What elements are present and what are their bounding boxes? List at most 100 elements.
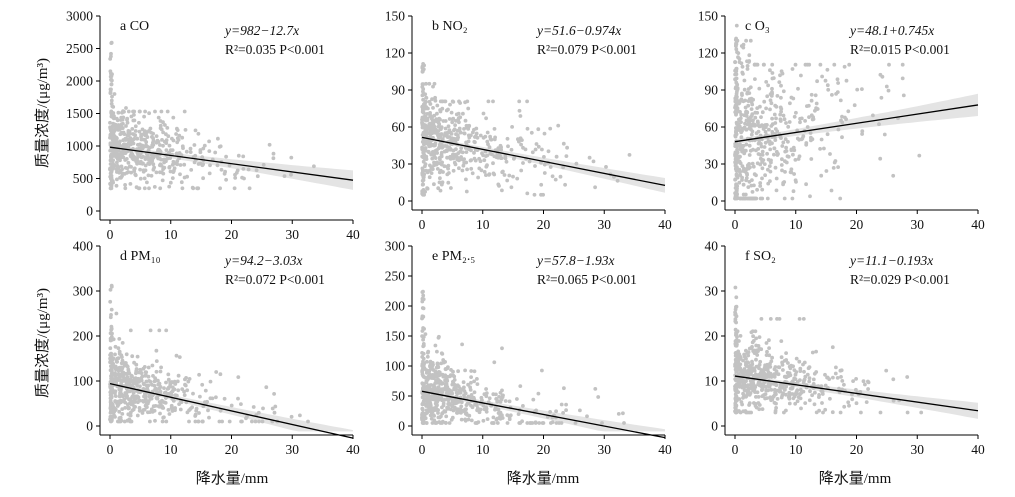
data-point xyxy=(460,168,465,173)
data-point xyxy=(823,78,828,83)
data-point xyxy=(735,82,740,87)
data-point xyxy=(842,382,846,387)
data-point xyxy=(764,385,768,389)
data-point xyxy=(783,170,787,174)
data-point xyxy=(425,354,430,359)
data-point xyxy=(803,401,808,405)
data-point xyxy=(273,404,278,409)
data-point xyxy=(765,349,769,354)
data-point xyxy=(184,149,189,154)
data-point xyxy=(509,147,514,152)
data-point xyxy=(113,389,118,394)
data-point xyxy=(758,152,763,157)
data-point xyxy=(791,152,795,157)
data-point xyxy=(492,154,497,159)
data-point xyxy=(430,373,434,378)
data-point xyxy=(779,83,783,88)
data-point xyxy=(128,328,133,333)
data-point xyxy=(141,168,146,173)
x-tick-label: 30 xyxy=(598,442,612,457)
data-point xyxy=(485,417,490,421)
data-point xyxy=(819,173,824,178)
data-point xyxy=(459,400,464,405)
data-point xyxy=(534,142,539,146)
data-point xyxy=(477,156,481,161)
data-point xyxy=(119,382,123,387)
data-point xyxy=(793,372,798,377)
data-point xyxy=(174,132,179,136)
data-point xyxy=(799,73,803,78)
data-point xyxy=(487,396,492,401)
data-point xyxy=(153,418,157,423)
data-point xyxy=(129,373,134,378)
data-point xyxy=(839,375,843,379)
x-tick-label: 10 xyxy=(789,442,803,457)
data-point xyxy=(793,401,798,406)
y-tick-label: 10 xyxy=(705,374,719,389)
data-point xyxy=(138,176,143,181)
data-point xyxy=(759,382,764,386)
data-point xyxy=(775,317,779,321)
data-point xyxy=(505,178,510,183)
data-point xyxy=(783,137,788,142)
data-point xyxy=(137,120,141,125)
data-point xyxy=(772,152,776,157)
data-point xyxy=(503,399,508,403)
data-point xyxy=(152,185,157,189)
data-point xyxy=(451,373,456,378)
data-point xyxy=(836,81,840,85)
data-point xyxy=(736,51,741,55)
data-point xyxy=(449,110,454,115)
data-point xyxy=(140,161,145,166)
data-point xyxy=(436,380,441,384)
data-point xyxy=(900,76,905,81)
data-point xyxy=(834,92,838,96)
data-point xyxy=(147,162,152,167)
data-point xyxy=(735,175,740,180)
data-point xyxy=(839,118,843,123)
data-point xyxy=(424,118,429,123)
data-point xyxy=(798,387,803,392)
data-point xyxy=(466,133,471,138)
data-point xyxy=(463,118,468,123)
data-point xyxy=(549,421,553,425)
data-point xyxy=(451,156,456,161)
data-point xyxy=(210,396,215,401)
data-point xyxy=(436,186,441,191)
data-point xyxy=(207,415,211,420)
data-point xyxy=(553,177,558,182)
data-point xyxy=(437,373,442,378)
data-point xyxy=(207,139,212,144)
data-point xyxy=(158,162,163,167)
data-point xyxy=(450,120,455,125)
data-point xyxy=(779,95,783,100)
x-axis-label: 降水量/mm xyxy=(507,470,580,487)
data-point xyxy=(182,393,187,397)
data-point xyxy=(736,55,740,60)
data-point xyxy=(745,59,749,64)
data-point xyxy=(518,114,523,118)
y-tick-label: 40 xyxy=(705,239,719,254)
data-point xyxy=(521,404,525,408)
data-point xyxy=(426,149,431,154)
data-point xyxy=(823,407,828,412)
data-point xyxy=(167,150,172,155)
data-point xyxy=(440,405,444,410)
data-point xyxy=(777,80,782,84)
data-point xyxy=(426,374,431,379)
data-point xyxy=(158,123,163,128)
data-point xyxy=(772,375,777,379)
data-point xyxy=(177,402,182,406)
data-point xyxy=(585,414,589,419)
data-point xyxy=(148,328,153,333)
x-tick-label: 40 xyxy=(346,227,360,242)
data-point xyxy=(733,167,738,171)
data-point xyxy=(239,419,244,424)
data-point xyxy=(525,421,530,425)
data-point xyxy=(197,372,202,377)
data-point xyxy=(752,367,757,372)
data-point xyxy=(484,173,488,178)
data-point xyxy=(140,374,145,379)
data-point xyxy=(739,97,744,102)
data-point xyxy=(498,410,503,415)
